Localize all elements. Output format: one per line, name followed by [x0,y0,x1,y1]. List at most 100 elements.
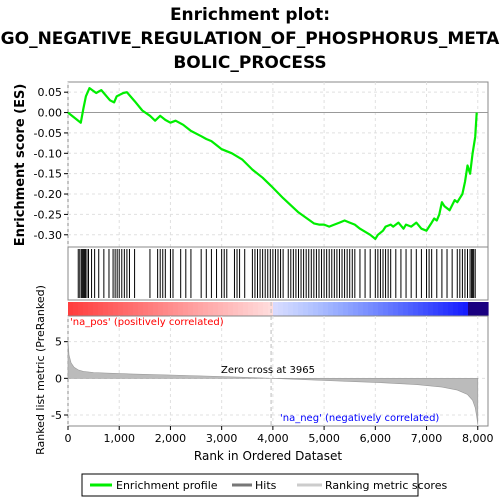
rank-color-cell-42 [278,302,284,316]
rank-color-cell-51 [323,302,329,316]
rank-color-cell-64 [388,302,394,316]
rank-color-cell-60 [368,302,374,316]
rank-color-cell-4 [88,302,94,316]
x-tick-label-6: 6,000 [360,432,392,445]
rank-color-cell-28 [208,302,214,316]
rank-color-cell-62 [378,302,384,316]
legend-label-metric: Ranking metric scores [325,479,447,492]
es-ytick-label-6: -0.25 [34,208,62,221]
enrichment-profile-line [67,87,478,240]
metric-ylabel: Ranked list metric (PreRanked) [34,285,47,455]
rank-color-cell-0 [68,302,74,316]
rank-color-cell-19 [163,302,169,316]
es-ytick-label-2: -0.05 [34,127,62,140]
rank-color-cell-29 [213,302,219,316]
rank-color-cell-82 [478,302,484,316]
rank-color-cell-8 [108,302,114,316]
rank-color-cell-63 [383,302,389,316]
rank-color-cell-81 [473,302,479,316]
legend-label-enrichment: Enrichment profile [116,479,218,492]
rank-color-cell-16 [148,302,154,316]
rank-color-cell-55 [343,302,349,316]
es-ytick-label-5: -0.20 [34,188,62,201]
rank-color-cell-25 [193,302,199,316]
metric-ytick-label-2: -5 [51,409,62,422]
rank-color-cell-5 [93,302,99,316]
rank-color-cell-83 [483,302,489,316]
legend: Enrichment profile Hits Ranking metric s… [81,473,447,497]
rank-color-cell-69 [413,302,419,316]
rank-color-cell-71 [423,302,429,316]
x-axis-label: Rank in Ordered Dataset [194,449,342,463]
chart-title: Enrichment plot: GO_NEGATIVE_REGULATION_… [0,3,500,75]
es-ylabel: Enrichment score (ES) [13,84,28,247]
rank-color-cell-59 [363,302,369,316]
rank-color-cell-65 [393,302,399,316]
rank-color-cell-20 [168,302,174,316]
rank-color-cell-15 [143,302,149,316]
rank-color-cell-10 [118,302,124,316]
chart-title-line-2: GO_NEGATIVE_REGULATION_OF_PHOSPHORUS_MET… [0,29,500,49]
rank-color-cell-14 [138,302,144,316]
legend-label-hits: Hits [255,479,277,492]
rank-color-cell-34 [238,302,244,316]
rank-color-cell-49 [313,302,319,316]
rank-color-cell-18 [158,302,164,316]
ranking-metric-area [67,340,479,425]
rank-color-cell-41 [273,302,279,316]
x-tick-label-8: 8,000 [462,432,494,445]
rank-color-cell-43 [283,302,289,316]
rank-color-cell-66 [398,302,404,316]
rank-color-cell-52 [328,302,334,316]
rank-color-cell-67 [403,302,409,316]
es-ytick-label-7: -0.30 [34,229,62,242]
rank-color-cell-58 [358,302,364,316]
es-ytick-label-1: 0.00 [38,107,63,120]
rank-color-cell-73 [433,302,439,316]
rank-color-cell-47 [303,302,309,316]
rank-color-cell-11 [123,302,129,316]
hits-panel [67,246,489,301]
metric-ytick-label-1: 0 [55,372,62,385]
es-plot-area [67,81,489,248]
chart-title-line-3: BOLIC_PROCESS [173,53,327,73]
rank-color-cell-9 [113,302,119,316]
rank-color-cell-57 [353,302,359,316]
metric-plot-area [67,315,489,427]
rank-color-cell-17 [153,302,159,316]
rank-color-cell-79 [463,302,469,316]
rank-color-cell-68 [408,302,414,316]
rank-color-cell-53 [333,302,339,316]
rank-color-cell-36 [248,302,254,316]
rank-color-cell-46 [298,302,304,316]
rank-color-cell-74 [438,302,444,316]
rank-color-cell-44 [288,302,294,316]
rank-color-cell-2 [78,302,84,316]
x-axis: 0 1,000 2,000 3,000 4,000 5,000 6,000 7,000 8,00… [65,426,494,445]
rank-color-cell-70 [418,302,424,316]
rank-color-cell-31 [223,302,229,316]
x-tick-label-5: 5,000 [308,432,340,445]
rank-color-cell-22 [178,302,184,316]
rank-color-cell-26 [198,302,204,316]
x-tick-label-3: 3,000 [206,432,238,445]
x-tick-label-7: 7,000 [411,432,443,445]
rank-colorbar [68,302,489,316]
rank-color-cell-50 [318,302,324,316]
zero-cross-annotation: Zero cross at 3965 [221,365,315,376]
rank-color-cell-77 [453,302,459,316]
rank-color-cell-23 [183,302,189,316]
x-tick-label-0: 0 [65,432,72,445]
rank-color-cell-12 [128,302,134,316]
rank-color-cell-76 [448,302,454,316]
rank-color-cell-56 [348,302,354,316]
rank-color-cell-37 [253,302,259,316]
rank-color-cell-6 [98,302,104,316]
es-ytick-label-4: -0.15 [34,168,62,181]
rank-color-cell-3 [83,302,89,316]
rank-color-cell-78 [458,302,464,316]
rank-color-cell-61 [373,302,379,316]
x-tick-label-1: 1,000 [103,432,135,445]
rank-color-cell-33 [233,302,239,316]
